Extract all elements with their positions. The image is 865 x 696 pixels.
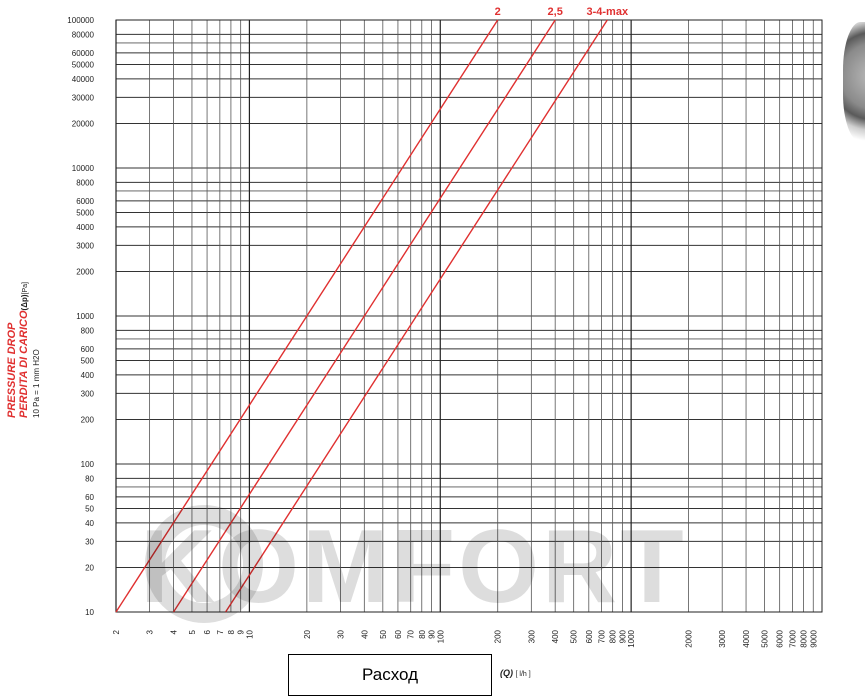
y-tick-label: 1000: [76, 312, 94, 321]
y-axis-note: 10 Pa = 1 mm H2O: [32, 349, 41, 418]
series-label: 2,5: [548, 6, 563, 18]
x-tick-label: 500: [570, 629, 579, 643]
x-tick-label: 3000: [718, 629, 727, 647]
x-tick-label: 3: [146, 629, 155, 634]
x-axis-ticks: 2 3 4 5 6 7 8 9 10 20 30 40 50 60 70 80 90 100 200 300 400 50…: [112, 629, 818, 647]
y-tick-label: 60: [85, 493, 94, 502]
x-tick-label: 6: [203, 629, 212, 634]
x-tick-label: 4000: [742, 629, 751, 647]
y-tick-label: 100: [81, 460, 95, 469]
y-tick-label: 60000: [72, 49, 95, 58]
y-tick-label: 500: [81, 357, 95, 366]
x-tick-label: 50: [379, 629, 388, 638]
y-axis-symbol: (Δp): [20, 294, 29, 311]
y-tick-label: 300: [81, 389, 95, 398]
x-tick-label: 200: [494, 629, 503, 643]
x-tick-label: 40: [360, 629, 369, 638]
y-axis-title-line-2: PERDITA DI CARICO(Δp)[Pa]: [18, 282, 30, 418]
y-tick-label: 6000: [76, 197, 94, 206]
y-tick-label: 10000: [72, 164, 95, 173]
y-axis-unit: [Pa]: [22, 282, 29, 295]
y-tick-label: 4000: [76, 223, 94, 232]
x-tick-label: 4: [169, 629, 178, 634]
x-tick-label: 1000: [627, 629, 636, 647]
y-axis-label: PRESSURE DROP PERDITA DI CARICO(Δp)[Pa] …: [6, 282, 41, 418]
series-labels: 2 2,5 3-4-max: [495, 6, 629, 18]
y-tick-label: 3000: [76, 241, 94, 250]
y-tick-label: 800: [81, 326, 95, 335]
x-tick-label: 400: [551, 629, 560, 643]
x-tick-label: 900: [618, 629, 627, 643]
x-tick-label: 100: [436, 629, 445, 643]
y-tick-label: 2000: [76, 267, 94, 276]
plot-frame: [115, 19, 823, 613]
y-axis-title-line-1: PRESSURE DROP: [6, 322, 18, 418]
y-tick-label: 20: [85, 563, 94, 572]
x-tick-label: 2: [112, 629, 121, 634]
y-tick-label: 80000: [72, 30, 95, 39]
x-axis-label: (Q) [ l/h ]: [500, 668, 531, 678]
x-tick-label: 60: [394, 629, 403, 638]
y-tick-label: 20000: [72, 119, 95, 128]
x-tick-label: 2000: [685, 629, 694, 647]
watermark: KOMFORT: [140, 509, 687, 625]
x-tick-label: 90: [428, 629, 437, 638]
x-tick-label: 8000: [800, 629, 809, 647]
x-tick-label: 20: [303, 629, 312, 638]
y-tick-label: 10: [85, 608, 94, 617]
y-tick-label: 50: [85, 505, 94, 514]
y-tick-label: 40: [85, 519, 94, 528]
x-axis-symbol: (Q): [500, 668, 513, 678]
y-tick-label: 40000: [72, 75, 95, 84]
x-tick-label: 300: [527, 629, 536, 643]
x-tick-label: 6000: [776, 629, 785, 647]
y-tick-label: 200: [81, 415, 95, 424]
y-tick-label: 5000: [76, 209, 94, 218]
x-tick-label: 800: [609, 629, 618, 643]
x-tick-label: 10: [245, 629, 254, 638]
flow-label-text: Расход: [361, 665, 419, 684]
flow-label-box: Расход: [288, 654, 492, 696]
x-axis-unit: [ l/h ]: [515, 671, 531, 678]
y-tick-label: 30000: [72, 93, 95, 102]
y-tick-label: 600: [81, 345, 95, 354]
series-label: 3-4-max: [587, 6, 629, 18]
series-label: 2: [495, 6, 501, 18]
x-tick-label: 9: [237, 629, 246, 634]
x-tick-label: 70: [407, 629, 416, 638]
y-tick-label: 8000: [76, 178, 94, 187]
y-axis-ticks: 100000 80000 60000 50000 40000 30000 20000 1000…: [67, 16, 94, 617]
y-tick-label: 100000: [67, 16, 94, 25]
y-tick-label: 80: [85, 474, 94, 483]
x-tick-label: 600: [585, 629, 594, 643]
x-tick-label: 5: [188, 629, 197, 634]
product-photo: [843, 22, 865, 142]
x-tick-label: 700: [598, 629, 607, 643]
y-tick-label: 30: [85, 537, 94, 546]
x-tick-label: 30: [336, 629, 345, 638]
y-tick-label: 400: [81, 371, 95, 380]
series-line: [172, 19, 556, 613]
x-tick-label: 7000: [788, 629, 797, 647]
y-tick-label: 50000: [72, 61, 95, 70]
series-line: [225, 19, 608, 613]
x-tick-label: 8: [227, 629, 236, 634]
x-tick-label: 80: [418, 629, 427, 638]
x-tick-label: 9000: [809, 629, 818, 647]
x-tick-label: 7: [216, 629, 225, 634]
x-tick-label: 5000: [761, 629, 770, 647]
